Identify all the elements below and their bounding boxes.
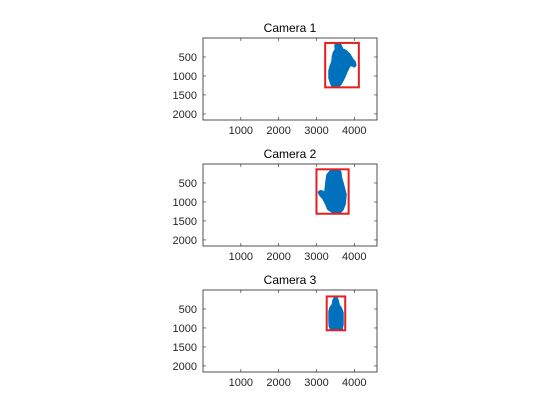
subplot-title-camera-1: Camera 1	[264, 21, 317, 35]
x-tick-label: 1000	[229, 377, 253, 389]
subplot-title-camera-2: Camera 2	[264, 147, 317, 161]
x-tick-label: 3000	[304, 251, 328, 263]
axes-box-camera-2	[202, 163, 378, 247]
y-tick-label: 1500	[173, 342, 197, 354]
x-tick-label: 2000	[266, 125, 290, 137]
y-tick-label: 1000	[173, 323, 197, 335]
y-tick-label: 500	[179, 304, 197, 316]
x-tick-label: 2000	[266, 377, 290, 389]
x-tick-label: 1000	[229, 251, 253, 263]
detected-region-camera-3	[328, 296, 344, 331]
bounding-box-camera-1	[324, 41, 360, 89]
axes-box-camera-1	[202, 37, 378, 121]
y-tick-label: 2000	[173, 109, 197, 121]
y-tick-label: 1000	[173, 71, 197, 83]
x-tick-label: 4000	[342, 251, 366, 263]
x-tick-label: 3000	[304, 125, 328, 137]
subplot-camera-1: 1000 2000 3000 4000 500 1000 1500 2000 Camera 1	[173, 21, 378, 137]
x-tick-label: 1000	[229, 125, 253, 137]
subplot-title-camera-3: Camera 3	[264, 273, 317, 287]
y-tick-label: 500	[179, 52, 197, 64]
axes-box-camera-3	[202, 289, 378, 373]
detected-region-camera-1	[328, 42, 357, 88]
y-tick-label: 2000	[173, 235, 197, 247]
y-tick-label: 1000	[173, 197, 197, 209]
y-tick-label: 500	[179, 178, 197, 190]
subplot-camera-3: 1000 2000 3000 4000 500 1000 1500 2000 Camera 3	[173, 273, 378, 389]
bounding-box-camera-3	[325, 295, 347, 332]
x-tick-label: 4000	[342, 377, 366, 389]
y-tick-label: 1500	[173, 216, 197, 228]
bounding-box-camera-2	[315, 168, 350, 215]
x-tick-label: 4000	[342, 125, 366, 137]
subplot-camera-2: 1000 2000 3000 4000 500 1000 1500 2000 Camera 2	[173, 147, 378, 263]
y-tick-label: 1500	[173, 90, 197, 102]
y-tick-label: 2000	[173, 361, 197, 373]
x-tick-label: 3000	[304, 377, 328, 389]
detected-region-camera-2	[317, 168, 347, 214]
x-tick-label: 2000	[266, 251, 290, 263]
